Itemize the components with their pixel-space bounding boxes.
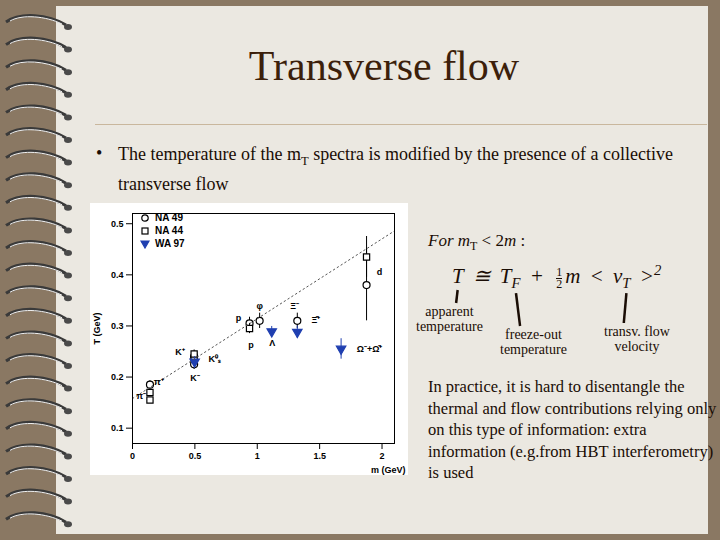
svg-text:d: d [377,267,383,277]
html-text:Transverse flow: Transverse flow [248,43,520,89]
html-text:freeze-out: freeze-out [505,327,562,342]
svg-text:K⁺: K⁺ [175,347,185,357]
html-text:For mT< 2 m:: For mT< 2 m: [428,231,526,254]
html-text:The temperature of the mTspect: The temperature of the mTspectra is modi… [118,144,673,194]
html-text:transv. flow: transv. flow [604,324,670,339]
html-text:NA 49: NA 49 [155,212,183,223]
svg-text:0.5: 0.5 [111,219,124,229]
svg-text:π⁺: π⁺ [154,377,164,387]
svg-text:T (GeV): T (GeV) [92,312,102,344]
svg-text:Ω⁻+Ω̄⁺: Ω⁻+Ω̄⁺ [357,344,383,354]
svg-text:Ξ̄⁺: Ξ̄⁺ [312,315,321,325]
svg-text:0.1: 0.1 [111,423,124,433]
svg-text:π⁻: π⁻ [136,391,146,401]
svg-text:Ξ⁻: Ξ⁻ [290,301,299,311]
html-text:NA 44: NA 44 [155,225,183,236]
svg-text:Λ: Λ [269,338,275,348]
html-text:temperature: temperature [500,342,567,357]
svg-text:0.3: 0.3 [111,321,124,331]
svg-text:m (GeV): m (GeV) [371,465,406,475]
svg-text:1: 1 [255,451,260,461]
html-text:velocity: velocity [614,339,660,354]
html-text:temperature: temperature [416,319,483,334]
html-text:T ≅ TF+1: T ≅ TF+1 [452,264,563,292]
svg-text:K⁰ₛ: K⁰ₛ [209,354,222,364]
svg-text:p: p [236,313,242,323]
svg-text:0.4: 0.4 [111,270,124,280]
svg-text:0: 0 [130,451,135,461]
svg-text:1.5: 1.5 [313,451,326,461]
html-text:2m < vT>2: 2m < vT>2 [556,262,662,292]
svg-text:2: 2 [380,451,385,461]
svg-text:K⁻: K⁻ [190,373,200,383]
svg-text:0.2: 0.2 [111,372,124,382]
svg-text:φ: φ [257,301,264,311]
svg-text:p: p [248,340,254,350]
html-text:apparent: apparent [425,304,474,319]
svg-text:0.5: 0.5 [189,451,202,461]
html-text:In practice, it is hard to dis: In practice, it is hard to disentangle t… [428,377,717,482]
html-text:WA 97: WA 97 [155,238,185,249]
